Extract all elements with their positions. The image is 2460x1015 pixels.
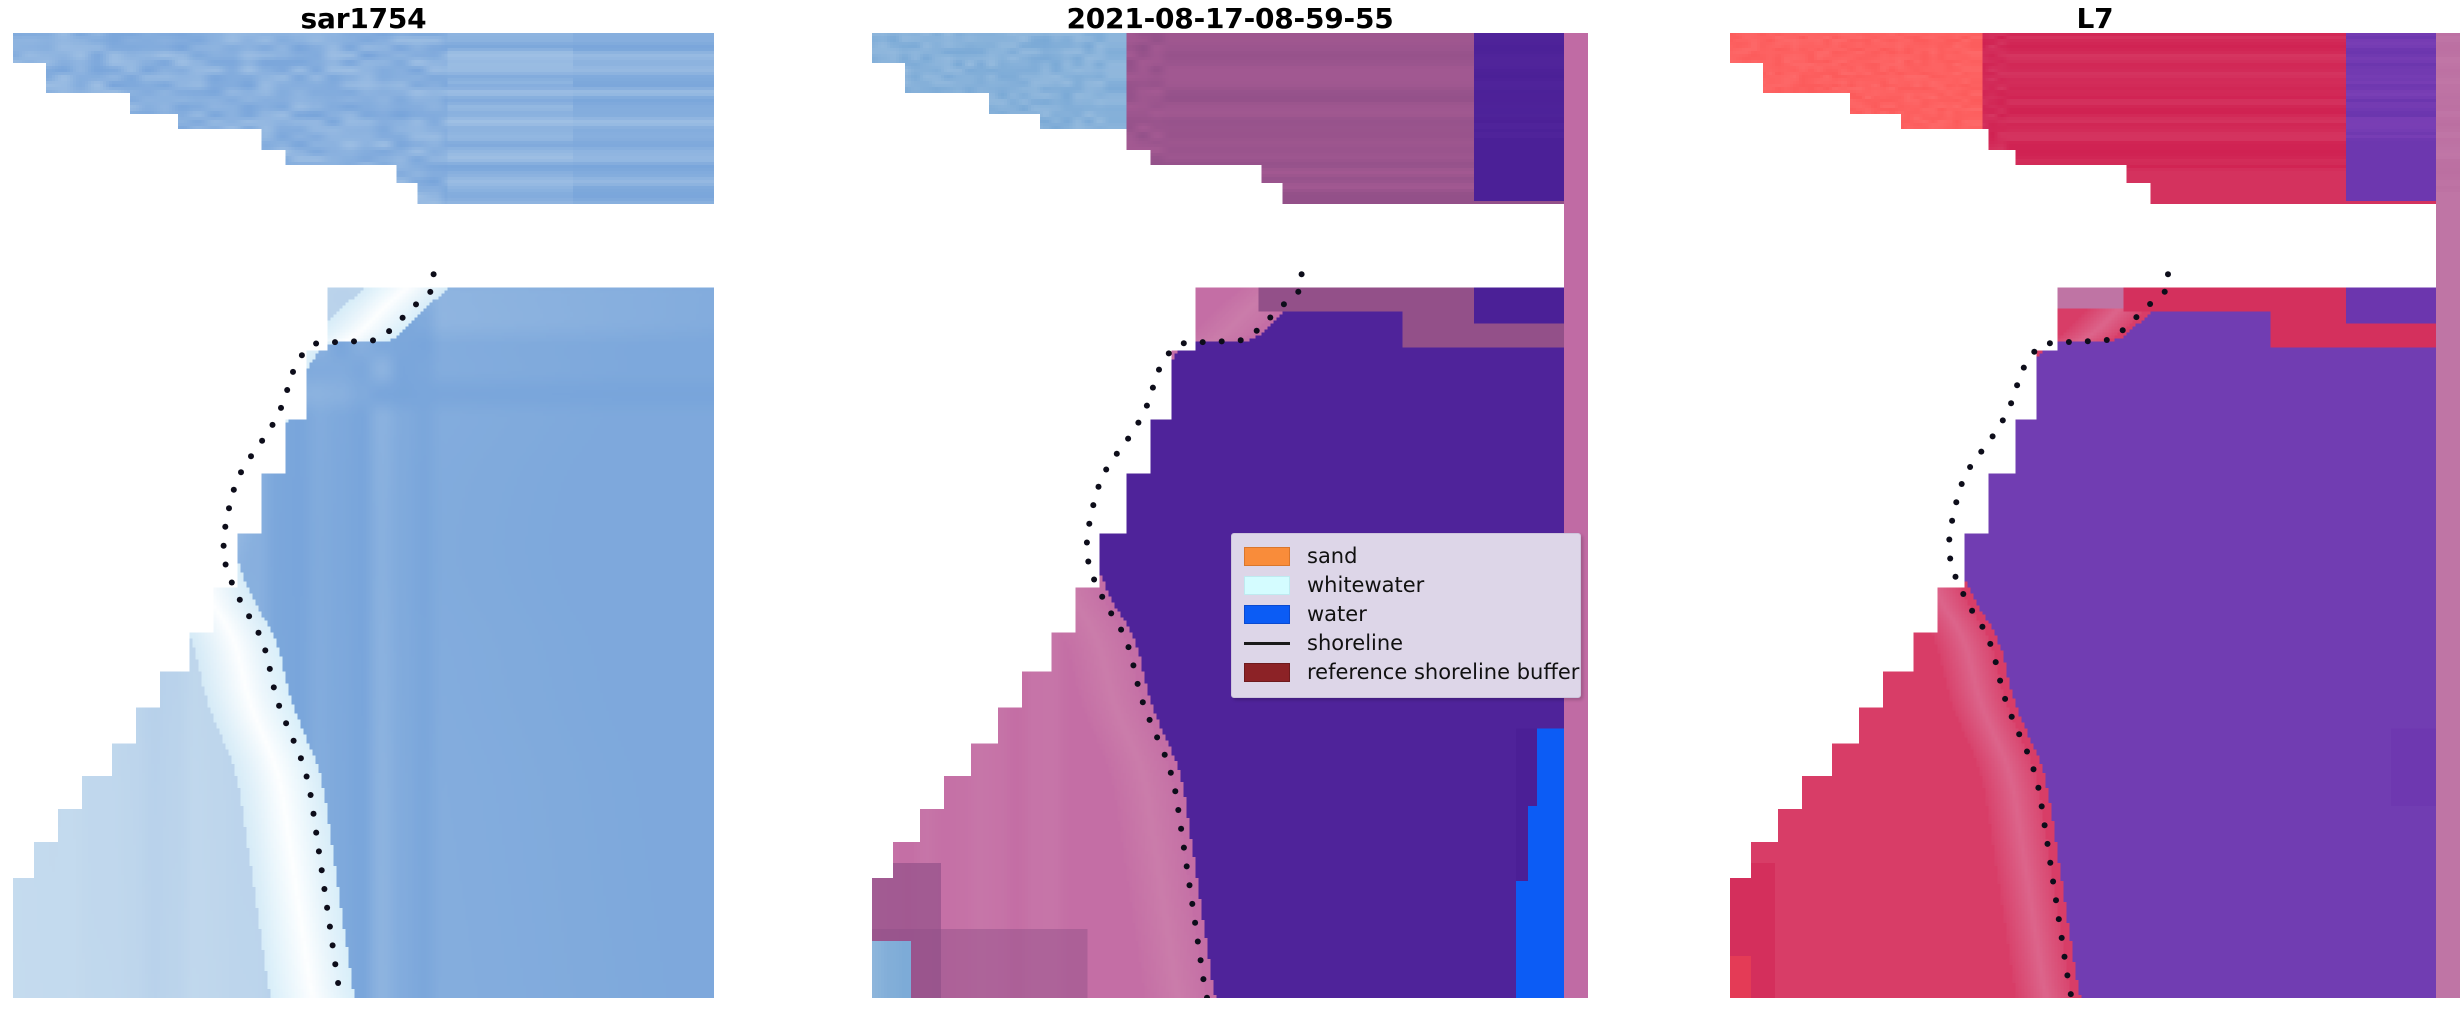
- whitewater-swatch: [1244, 576, 1290, 595]
- legend-label-water: water: [1307, 602, 1367, 626]
- legend-item-whitewater: whitewater: [1244, 571, 1570, 600]
- sand-swatch: [1244, 547, 1290, 566]
- shoreline-line-icon: [1244, 634, 1290, 653]
- legend-label-sand: sand: [1307, 544, 1358, 568]
- legend-box: sand whitewater water shoreline referenc…: [1231, 533, 1581, 698]
- landsat-rgb-raster: [1730, 33, 2460, 998]
- sar-backscatter-raster: [13, 33, 714, 998]
- legend-label-reference-buffer: reference shoreline buffer: [1307, 660, 1580, 684]
- panel-title-l7: L7: [2076, 2, 2114, 35]
- legend-item-shoreline: shoreline: [1244, 629, 1570, 658]
- classified-raster: [872, 33, 1588, 998]
- legend-item-reference-buffer: reference shoreline buffer: [1244, 658, 1579, 687]
- legend-item-water: water: [1244, 600, 1570, 629]
- legend-label-shoreline: shoreline: [1307, 631, 1404, 655]
- reference-buffer-swatch: [1244, 663, 1290, 682]
- panel-title-sar: sar1754: [300, 2, 427, 35]
- legend-label-whitewater: whitewater: [1307, 573, 1425, 597]
- legend-item-sand: sand: [1244, 542, 1570, 571]
- panel-title-classified: 2021-08-17-08-59-55: [1066, 2, 1394, 35]
- water-swatch: [1244, 605, 1290, 624]
- panel-classified-overlay[interactable]: [872, 33, 1588, 998]
- panel-sar1754[interactable]: [13, 33, 714, 998]
- panel-l7[interactable]: [1730, 33, 2460, 998]
